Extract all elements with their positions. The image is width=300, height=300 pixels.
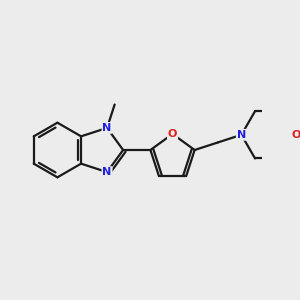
Text: N: N <box>102 123 112 133</box>
Text: O: O <box>291 130 300 140</box>
Text: N: N <box>237 130 246 140</box>
Text: O: O <box>168 129 177 139</box>
Text: N: N <box>102 167 112 177</box>
